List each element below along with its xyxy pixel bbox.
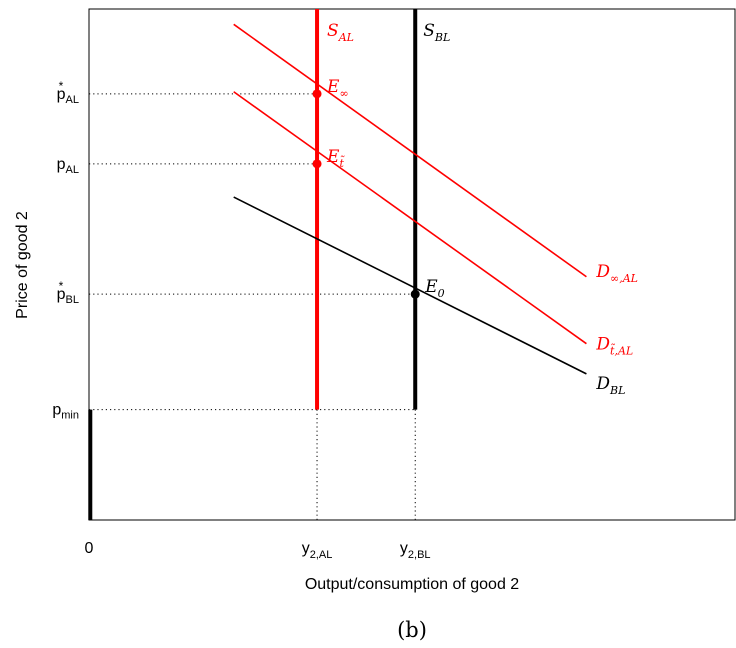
curves (88, 9, 587, 520)
label-d-bl: DBL (595, 374, 625, 397)
point-label-e-t: Et̃ (326, 147, 345, 170)
y-tick-2: pBL (57, 286, 79, 306)
y-tick-star-2: * (59, 279, 64, 293)
label-s-bl: SBL (423, 21, 450, 44)
label-d-t-al: Dt̃,AL (595, 335, 633, 358)
figure-caption: (b) (397, 618, 427, 642)
curve-labels: SAL SBL D∞,AL Dt̃,AL DBL E∞ Et̃ E0 (326, 21, 638, 397)
equilibrium-points (312, 89, 420, 299)
y-axis-label: Price of good 2 (14, 211, 31, 319)
label-s-al: SAL (327, 21, 354, 44)
x-axis-label: Output/consumption of good 2 (305, 576, 519, 593)
guide-lines (89, 93, 416, 520)
curve-d-t-al (233, 91, 587, 345)
curve-d-bl (233, 196, 587, 375)
x-tick-labels: 0 y2,AL y2,BL (85, 540, 431, 561)
plot-frame (88, 8, 736, 521)
y-tick-star-0: * (59, 79, 64, 93)
x-tick-2: y2,BL (400, 540, 431, 561)
point-e-0 (410, 289, 420, 299)
y-tick-3: pmin (52, 402, 79, 422)
curve-d-al (233, 23, 587, 278)
y-tick-1: pAL (57, 156, 79, 176)
x-tick-1: y2,AL (302, 540, 333, 561)
point-e (312, 89, 322, 99)
label-d-al: D∞,AL (595, 262, 638, 285)
point-label-e: E∞ (326, 77, 349, 100)
x-tick-0: 0 (85, 540, 94, 557)
point-e-t (312, 159, 322, 169)
y-tick-0: pAL (57, 86, 79, 106)
point-label-e-0: E0 (424, 277, 444, 300)
